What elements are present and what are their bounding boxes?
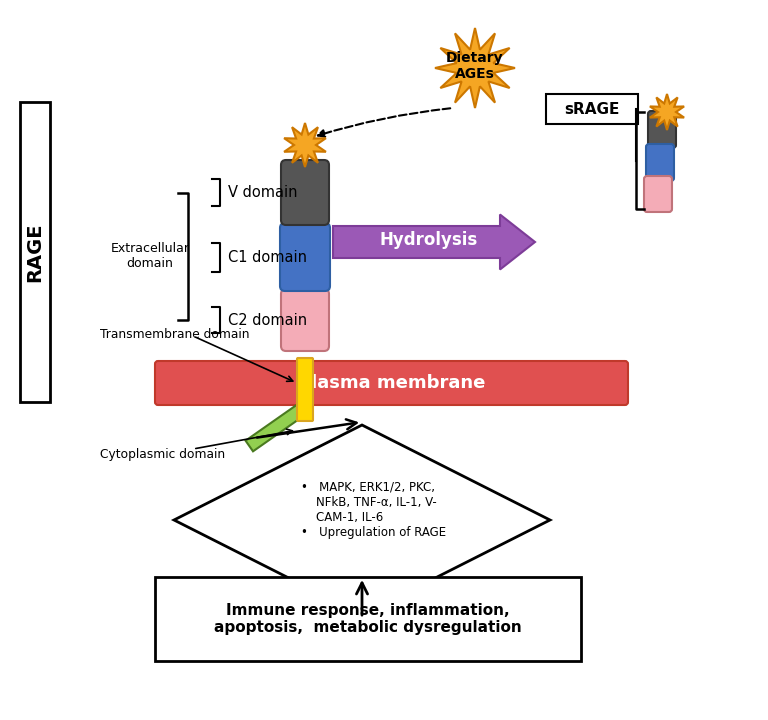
Polygon shape (650, 94, 684, 130)
FancyBboxPatch shape (281, 160, 329, 225)
Polygon shape (435, 28, 515, 108)
FancyBboxPatch shape (644, 176, 672, 212)
FancyBboxPatch shape (281, 289, 329, 351)
Polygon shape (284, 123, 326, 167)
Text: sRAGE: sRAGE (564, 102, 620, 117)
FancyBboxPatch shape (646, 144, 674, 181)
FancyBboxPatch shape (155, 361, 628, 405)
Polygon shape (174, 425, 550, 615)
Text: Immune response, inflammation,
apoptosis,  metabolic dysregulation: Immune response, inflammation, apoptosis… (214, 603, 522, 635)
Text: Transmembrane domain: Transmembrane domain (100, 328, 250, 341)
Text: Cytoplasmic domain: Cytoplasmic domain (100, 448, 225, 461)
Text: Dietary
AGEs: Dietary AGEs (446, 51, 504, 81)
FancyBboxPatch shape (297, 358, 313, 421)
FancyBboxPatch shape (20, 102, 50, 402)
Text: Hydrolysis: Hydrolysis (380, 231, 478, 249)
FancyBboxPatch shape (648, 111, 676, 148)
Text: C2 domain: C2 domain (228, 312, 307, 328)
Text: Plasma membrane: Plasma membrane (298, 374, 485, 392)
Text: C1 domain: C1 domain (228, 250, 307, 264)
Polygon shape (246, 402, 309, 451)
Text: RAGE: RAGE (25, 222, 45, 282)
FancyBboxPatch shape (546, 94, 638, 124)
Text: V domain: V domain (228, 185, 297, 200)
FancyBboxPatch shape (155, 577, 581, 661)
Text: •   MAPK, ERK1/2, PKC,
    NFkB, TNF-α, IL-1, V-
    CAM-1, IL-6
•   Upregulatio: • MAPK, ERK1/2, PKC, NFkB, TNF-α, IL-1, … (301, 481, 446, 539)
FancyBboxPatch shape (280, 223, 330, 291)
Text: Extracellular
domain: Extracellular domain (111, 242, 190, 270)
FancyArrow shape (333, 215, 535, 269)
